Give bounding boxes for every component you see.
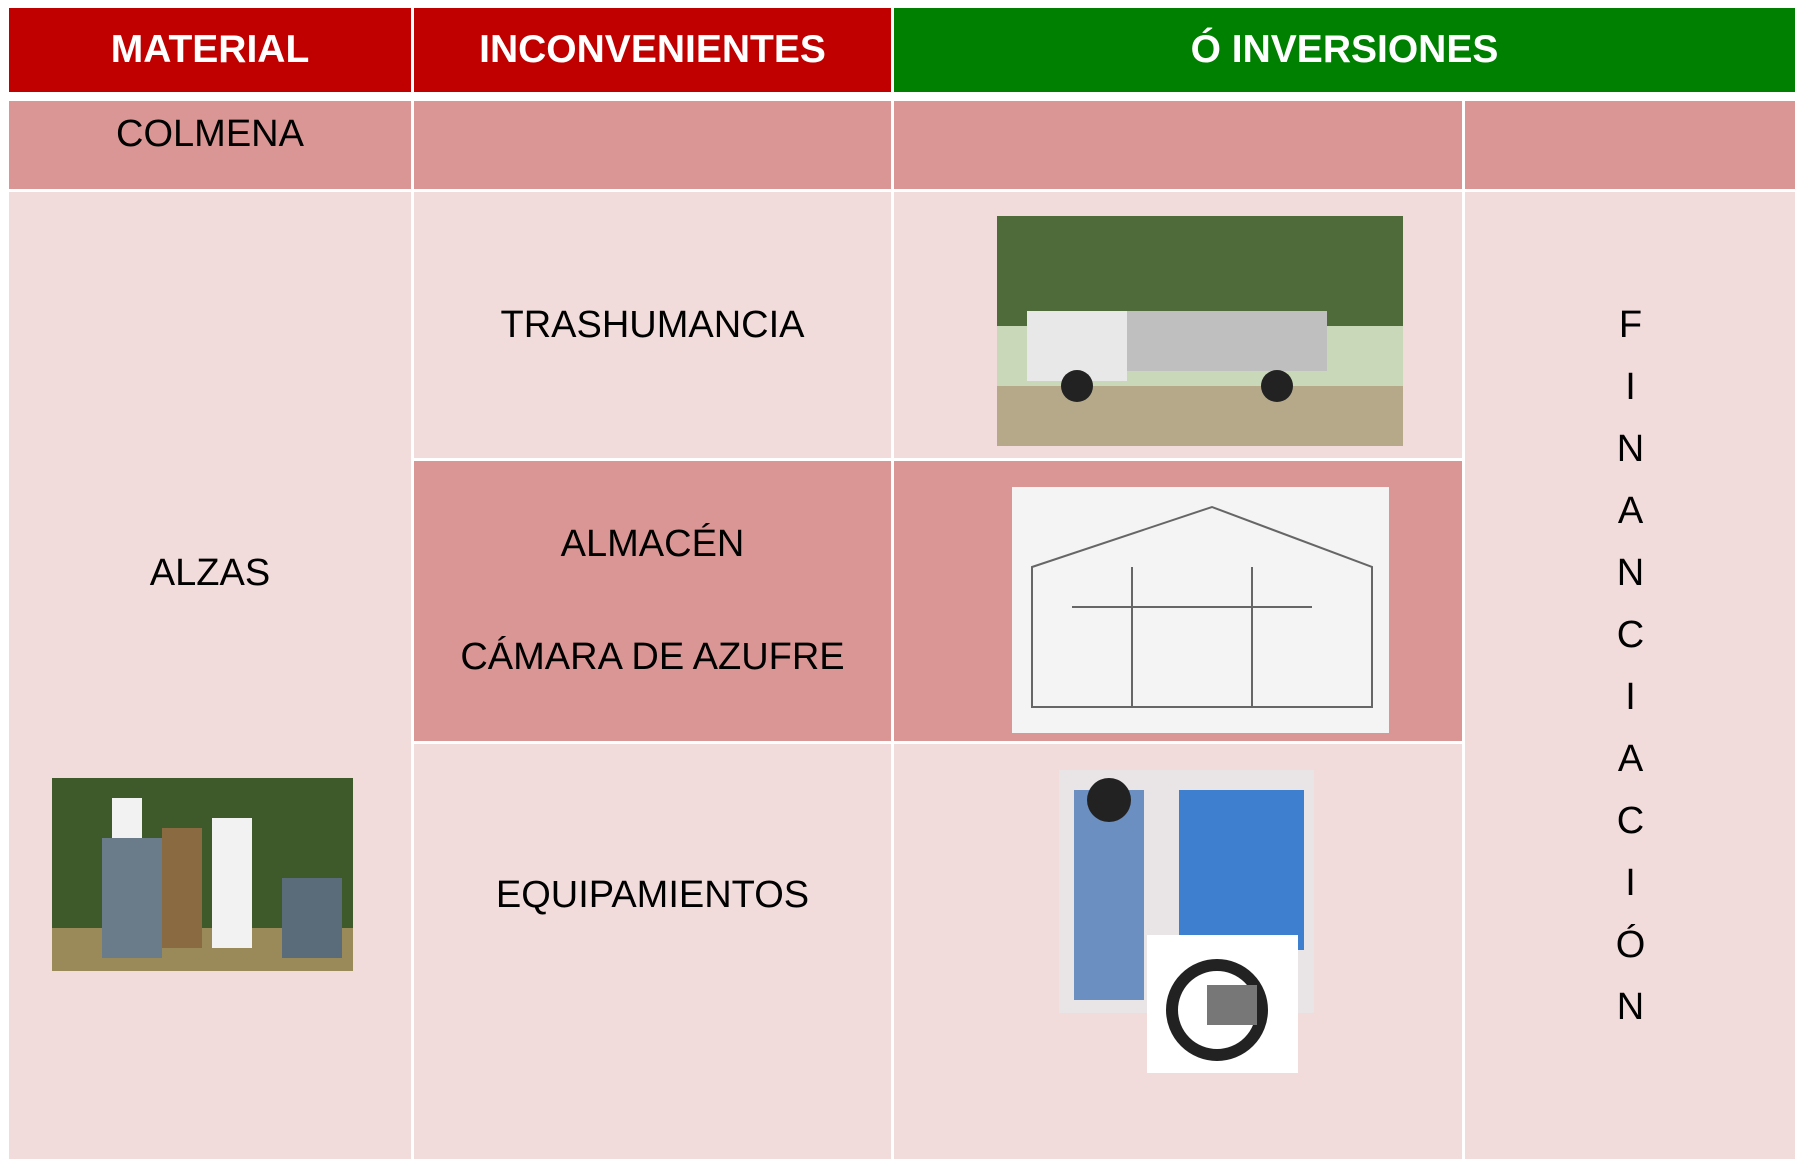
cell-almacen: ALMACÉN CÁMARA DE AZUFRE bbox=[414, 461, 891, 741]
cell-colmena: COLMENA bbox=[9, 101, 411, 189]
photo-equipment bbox=[1059, 770, 1314, 1013]
text-camara: CÁMARA DE AZUFRE bbox=[460, 636, 845, 678]
cell-alzas: ALZAS bbox=[9, 192, 411, 1159]
cell-trashumancia: TRASHUMANCIA bbox=[414, 192, 891, 458]
header-inversiones: Ó INVERSIONES bbox=[894, 8, 1795, 92]
cell-financiacion: FINANCIACIÓN bbox=[1465, 192, 1795, 1159]
financiacion-text: FINANCIACIÓN bbox=[1609, 303, 1652, 1048]
photo-plan bbox=[1012, 487, 1389, 733]
cell bbox=[1465, 101, 1795, 189]
cell bbox=[414, 101, 891, 189]
photo-pump bbox=[1147, 935, 1298, 1073]
photo-truck bbox=[997, 216, 1403, 446]
cell bbox=[894, 101, 1462, 189]
photo-beekeepers bbox=[52, 778, 353, 971]
header-inconvenientes: INCONVENIENTES bbox=[414, 8, 891, 92]
text-almacen: ALMACÉN bbox=[560, 523, 745, 565]
header-material: MATERIAL bbox=[9, 8, 411, 92]
cell-equipamientos: EQUIPAMIENTOS bbox=[414, 744, 891, 1159]
